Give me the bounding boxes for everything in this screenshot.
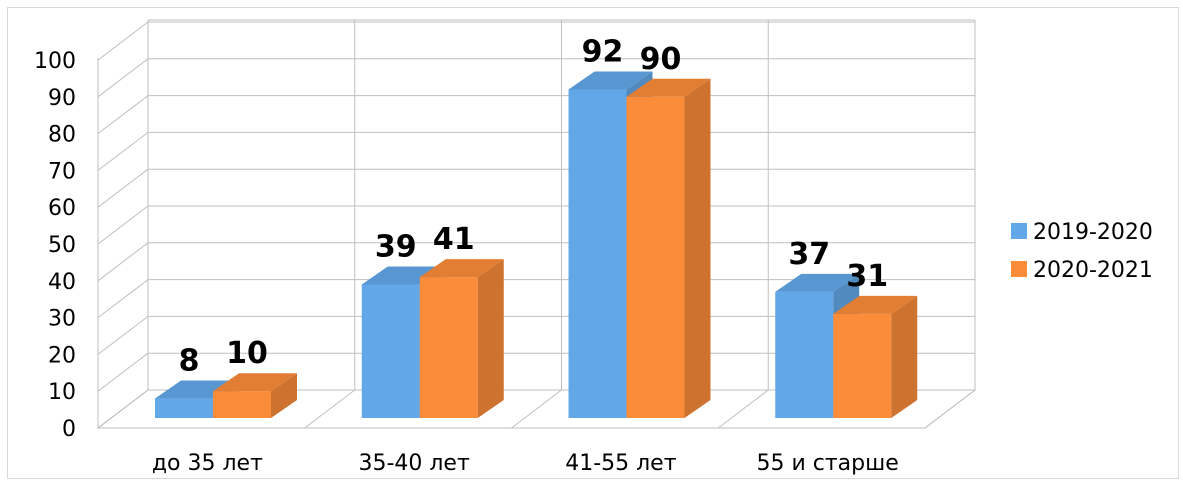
data-label: 39	[375, 229, 417, 264]
bar-side	[891, 295, 918, 418]
y-tick-label: 100	[34, 49, 76, 74]
legend-label: 2020-2021	[1033, 258, 1153, 283]
bar-top	[419, 259, 504, 278]
floor-divider	[924, 389, 976, 429]
bar-front	[419, 277, 478, 418]
bar-side	[684, 78, 711, 419]
bar-top	[833, 295, 918, 314]
bar-front	[568, 89, 627, 418]
bar	[833, 295, 918, 418]
x-category-label: 55 и старше	[756, 451, 898, 476]
bar-front	[155, 398, 213, 418]
bar	[419, 259, 504, 418]
legend-swatch	[1011, 261, 1027, 277]
side-gridline	[97, 95, 149, 134]
bar-top	[568, 71, 653, 90]
y-tick-label: 50	[48, 233, 76, 258]
bar-side	[271, 373, 297, 418]
y-axis: 0 10 20 30 40 50 60 70 80 90 100	[34, 49, 76, 442]
bar-front	[626, 96, 685, 419]
data-label: 37	[788, 237, 830, 272]
data-labels: 8 10 39 41 92 90 37 31	[179, 34, 889, 378]
data-label: 31	[846, 259, 888, 294]
y-tick-label: 60	[48, 196, 76, 221]
legend: 2019-2020 2020-2021	[1011, 220, 1153, 283]
data-label: 10	[226, 336, 268, 371]
data-label: 8	[179, 344, 200, 379]
legend-label: 2019-2020	[1033, 220, 1153, 245]
bar-front	[213, 391, 271, 418]
y-tick-label: 30	[48, 307, 76, 332]
legend-swatch	[1011, 223, 1027, 239]
y-tick-label: 10	[48, 380, 76, 405]
y-tick-label: 70	[48, 159, 76, 184]
side-gridline	[97, 316, 149, 355]
side-gridline	[97, 242, 149, 282]
side-gridline	[97, 168, 149, 208]
side-gridline	[97, 205, 149, 245]
data-label: 90	[640, 42, 682, 77]
floor-divider	[304, 389, 356, 429]
bars	[155, 71, 918, 419]
bar-side	[477, 259, 504, 418]
y-tick-label: 80	[48, 123, 76, 148]
y-tick-label: 40	[48, 270, 76, 295]
bar	[213, 373, 297, 418]
side-gridline	[97, 58, 149, 98]
bar	[626, 78, 711, 419]
x-axis: до 35 лет 35-40 лет 41-55 лет 55 и старше	[152, 451, 899, 476]
data-label: 92	[582, 34, 624, 69]
side-gridline	[97, 279, 149, 318]
bar-front	[833, 313, 892, 418]
side-gridline	[97, 21, 149, 61]
bar-top	[775, 273, 860, 292]
data-label: 41	[433, 222, 475, 257]
x-category-label: до 35 лет	[152, 451, 263, 476]
side-gridline	[97, 132, 149, 171]
y-tick-label: 90	[48, 86, 76, 111]
side-gridline	[97, 352, 149, 392]
bar-front	[775, 291, 834, 418]
y-tick-label: 0	[62, 417, 76, 442]
bar-top	[213, 373, 297, 392]
floor-divider	[717, 389, 769, 429]
x-category-label: 41-55 лет	[565, 451, 677, 476]
x-category-label: 35-40 лет	[358, 451, 470, 476]
floor-divider	[97, 389, 149, 429]
y-tick-label: 20	[48, 343, 76, 368]
bar-top	[626, 78, 711, 97]
bar-front	[361, 284, 420, 418]
floor-divider	[511, 389, 562, 429]
